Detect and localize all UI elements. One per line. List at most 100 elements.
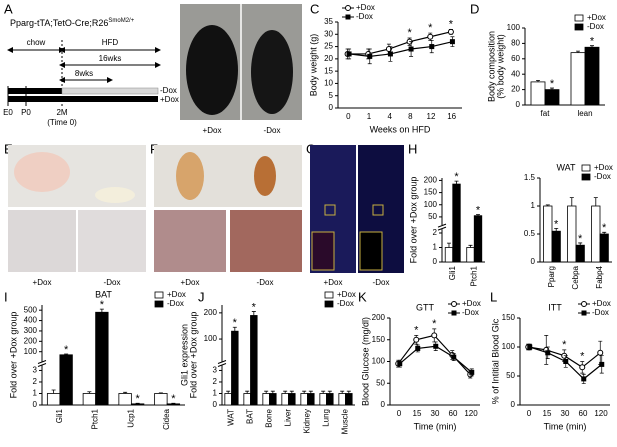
y-tick-label: 100	[507, 23, 521, 32]
x-tick-label: 30	[431, 409, 440, 418]
error-bar	[468, 244, 473, 248]
y-axis-label: Gli1 expression	[179, 324, 189, 386]
tissue	[14, 152, 70, 192]
y-tick-label: 15	[324, 66, 333, 75]
x-tick-label: Lung	[322, 409, 331, 427]
significance: *	[454, 171, 459, 183]
y-tick-label: 0	[511, 400, 516, 409]
y-tick-label: 20	[511, 85, 520, 94]
marker	[451, 354, 457, 360]
bar	[567, 205, 577, 263]
group-label: -Dox	[160, 86, 177, 95]
marker	[599, 361, 605, 367]
duration-label: 8wks	[75, 69, 93, 78]
y-axis-label: Body composition	[486, 31, 496, 102]
y-tick-label: 1.5	[524, 173, 536, 182]
y-tick-label: 200	[424, 176, 438, 185]
x-tick-label: Pparg	[547, 266, 556, 287]
error-bar	[569, 197, 574, 206]
error-bar	[283, 390, 288, 394]
marker	[545, 350, 551, 356]
error-bar	[232, 326, 237, 332]
y-tick-label: 150	[502, 313, 516, 322]
y-tick-label: 150	[424, 188, 438, 197]
inset-box	[324, 204, 336, 216]
legend-label: -Dox	[356, 12, 373, 21]
y-tick-label: 3	[213, 366, 218, 375]
x-axis-label: Time (min)	[414, 421, 457, 431]
y-tick-label: 0.5	[524, 229, 536, 238]
timepoint: E0	[3, 108, 13, 117]
panel-label: I	[4, 289, 8, 304]
significance: *	[414, 324, 419, 336]
error-bar	[158, 392, 163, 394]
y-tick-label: 2	[433, 228, 438, 237]
bar	[224, 393, 232, 406]
bar	[338, 393, 346, 406]
x-tick-label: Gli1	[55, 408, 64, 423]
x-tick-label: lean	[577, 109, 592, 118]
bar	[307, 393, 315, 406]
error-bar	[545, 204, 550, 206]
error-bar	[264, 390, 269, 394]
error-bar	[123, 391, 128, 394]
bar	[575, 244, 585, 263]
error-bar	[245, 390, 250, 394]
marker	[387, 51, 393, 57]
significance: *	[562, 339, 567, 351]
marker	[447, 28, 454, 35]
histology	[230, 210, 302, 272]
significance: *	[252, 301, 257, 313]
timepoint: 2M	[56, 108, 67, 117]
line	[349, 41, 453, 58]
marker	[433, 343, 439, 349]
photo: +Dox -Dox	[154, 145, 302, 287]
error-bar	[446, 242, 451, 248]
panel-label: L	[490, 289, 497, 304]
axis-break	[217, 360, 227, 364]
y-tick-label: 10	[324, 79, 333, 88]
marker	[429, 44, 435, 50]
y-axis-label: Fold over +Dox group	[188, 312, 198, 399]
x-tick-label: 0	[346, 112, 351, 121]
marker	[449, 39, 455, 45]
genotype-main: Pparg-tTA;TetO-Cre;R26	[10, 18, 108, 28]
error-bar	[308, 390, 313, 394]
bar	[243, 393, 251, 406]
legend-label: +Dox	[592, 299, 611, 308]
legend-marker	[451, 301, 457, 307]
y-tick-label: 0	[33, 400, 38, 409]
y-tick-label: 20	[324, 54, 333, 63]
error-bar	[578, 242, 583, 246]
y-tick-label: 60	[511, 54, 520, 63]
bar	[82, 393, 97, 406]
inset	[359, 231, 383, 271]
error-bar	[64, 353, 69, 355]
significance: *	[407, 27, 412, 39]
y-tick-label: 0	[381, 400, 386, 409]
bar	[599, 233, 609, 263]
x-axis-label: Weeks on HFD	[370, 124, 431, 134]
error-bar	[593, 197, 598, 206]
y-tick-label: 2	[33, 377, 38, 386]
bar	[591, 205, 601, 263]
significance: *	[135, 393, 140, 405]
marker	[563, 359, 569, 364]
y-tick-label: 100	[372, 357, 386, 366]
legend-label: -Dox	[462, 308, 479, 317]
y-tick-label: 1	[433, 243, 438, 252]
marker	[415, 345, 421, 351]
mouse	[186, 25, 238, 115]
bar	[319, 393, 327, 406]
histology	[8, 210, 76, 272]
bar	[444, 247, 454, 263]
x-tick-label: Cebpa	[571, 265, 580, 289]
y-axis-label: Fold over +Dox group	[408, 177, 418, 264]
y-tick-label: 100	[502, 342, 516, 351]
y-tick-label: 50	[376, 378, 385, 387]
x-tick-label: 120	[464, 409, 478, 418]
x-tick-label: WAT	[227, 409, 236, 426]
tissue	[254, 156, 276, 196]
bar	[530, 81, 546, 106]
chart-title: GTT	[416, 302, 434, 312]
